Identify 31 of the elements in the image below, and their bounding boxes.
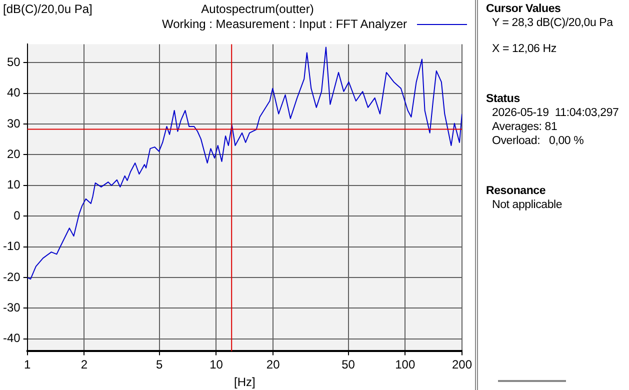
text: Resonance (486, 184, 547, 198)
text: Y = 28,3 dB(C)/20,0u Pa (491, 16, 614, 30)
y-tick-label: -20 (3, 270, 21, 284)
x-tick-label: 2 (80, 358, 88, 372)
y-axis-title: [dB(C)/20,0u Pa] (3, 2, 92, 16)
y-tick-label: -10 (3, 239, 21, 254)
text: Overload: 0,00 % (491, 134, 585, 148)
y-tick-label: 10 (6, 178, 21, 192)
y-tick-label: -30 (3, 300, 21, 315)
text: Status (486, 92, 521, 106)
text: Cursor Values (486, 2, 562, 16)
y-tick-label: 50 (6, 54, 21, 69)
x-tick-label: 200 (452, 358, 472, 372)
y-tick-label: 0 (14, 208, 21, 222)
y-tick-label: 40 (6, 86, 21, 100)
text: Not applicable (491, 198, 564, 212)
text: 2026-05-19 11:04:03,297 (491, 106, 620, 120)
text: X = 12,06 Hz (491, 42, 558, 56)
legend-label: Working : Measurement : Input : FFT Analyzer (162, 17, 407, 31)
x-tick-label: 5 (156, 358, 164, 372)
x-tick-label: 1 (24, 358, 31, 372)
x-axis-title: [Hz] (234, 375, 256, 390)
text: Averages: 81 (491, 120, 558, 134)
x-tick-label: 20 (266, 358, 280, 372)
y-tick-label: 20 (6, 147, 21, 162)
y-tick-label: 30 (6, 116, 21, 130)
y-tick-label: -40 (3, 331, 21, 346)
x-tick-label: 50 (342, 358, 356, 372)
chart-title: Autospectrum(outter) (201, 2, 314, 16)
x-tick-label: 100 (395, 358, 416, 372)
x-tick-label: 10 (210, 358, 224, 372)
